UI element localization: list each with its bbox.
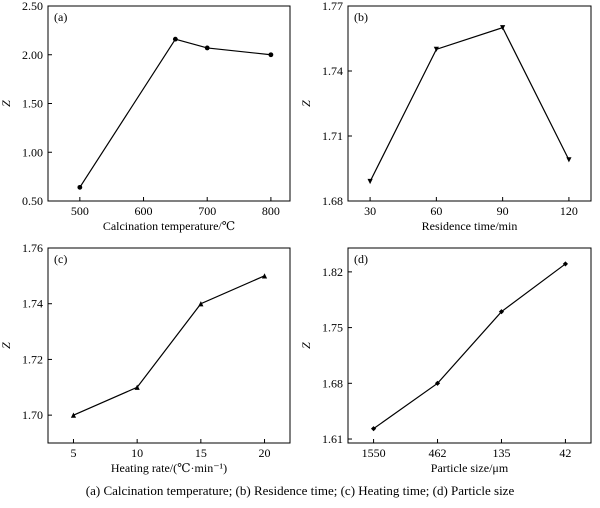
chart-panel-a: 500 600 700 800 0.50 1.00 1.50 2.00 2.50 Calcinat…: [0, 0, 291, 233]
y-tick-label: 1.00: [22, 145, 43, 159]
y-tick-label: 0.50: [22, 194, 43, 208]
y-tick-label: 1.82: [322, 265, 343, 279]
series-line: [369, 26, 570, 182]
y-tick-label: 1.74: [322, 64, 343, 78]
data-point: [70, 412, 77, 418]
data-point: [77, 184, 83, 190]
plot-frame: [47, 247, 291, 444]
panel-label: (b): [354, 10, 368, 24]
y-tick-label: 1.71: [322, 129, 343, 143]
x-tick-label: 500: [71, 204, 89, 218]
x-tick-label: 700: [198, 204, 216, 218]
y-tick-label: 1.68: [322, 376, 343, 390]
x-tick-label: 120: [560, 204, 578, 218]
x-axis-label: Particle size/μm: [431, 461, 509, 475]
series-line: [79, 38, 271, 188]
data-point: [434, 380, 441, 386]
chart-panel-c: 5 10 15 20 1.70 1.72 1.74 1.76 Heating rate/(℃·m…: [0, 241, 291, 475]
plot-frame: [347, 247, 592, 444]
y-tick-label: 2.00: [22, 48, 43, 62]
x-tick-label: 5: [70, 446, 76, 460]
x-tick-label: 1550: [362, 446, 386, 460]
x-tick-label: 15: [195, 446, 207, 460]
data-point: [172, 36, 178, 42]
plot-frame: [347, 5, 592, 202]
series-line: [373, 263, 566, 430]
y-tick-label: 1.72: [22, 352, 43, 366]
x-tick-label: 60: [430, 204, 442, 218]
data-point: [562, 261, 569, 267]
chart-panel-d: 1550 462 135 42 1.61 1.68 1.75 1.82 Particle siz…: [299, 247, 592, 475]
plot-frame: [47, 5, 291, 202]
x-tick-label: 462: [429, 446, 447, 460]
panel-label: (c): [54, 252, 67, 266]
y-axis-label: Z: [299, 342, 313, 349]
data-point: [367, 178, 373, 185]
y-tick-label: 1.75: [322, 321, 343, 335]
y-tick-label: 1.68: [322, 194, 343, 208]
x-tick-label: 30: [364, 204, 376, 218]
y-tick-label: 1.50: [22, 97, 43, 111]
y-tick-label: 1.61: [322, 432, 343, 446]
y-axis-label: Z: [0, 342, 13, 349]
data-point: [261, 273, 268, 279]
chart-panel-b: 30 60 90 120 1.68 1.71 1.74 1.77 Residence time/…: [299, 0, 592, 233]
x-tick-label: 135: [492, 446, 510, 460]
y-axis-label: Z: [299, 100, 313, 107]
y-tick-label: 2.50: [22, 0, 43, 13]
x-axis-label: Heating rate/(℃·min⁻¹): [111, 461, 227, 475]
x-tick-label: 800: [262, 204, 280, 218]
data-point: [498, 309, 505, 315]
data-point: [134, 384, 140, 390]
y-tick-label: 1.70: [22, 408, 43, 422]
figure-caption: (a) Calcination temperature; (b) Residen…: [85, 483, 515, 498]
series-line: [73, 275, 265, 416]
data-point: [433, 46, 439, 52]
panel-label: (a): [54, 10, 67, 24]
data-point: [500, 25, 506, 31]
x-tick-label: 42: [559, 446, 571, 460]
data-point: [204, 45, 210, 51]
x-axis-label: Residence time/min: [422, 219, 518, 233]
y-tick-label: 1.77: [322, 0, 343, 13]
y-tick-label: 1.76: [22, 241, 43, 255]
x-tick-label: 600: [135, 204, 153, 218]
x-tick-label: 20: [259, 446, 271, 460]
y-axis-label: Z: [0, 100, 13, 107]
y-tick-label: 1.74: [22, 297, 43, 311]
figure: 500 600 700 800 0.50 1.00 1.50 2.00 2.50 Calcinat…: [0, 0, 592, 475]
x-tick-label: 10: [131, 446, 143, 460]
x-tick-label: 90: [497, 204, 509, 218]
x-axis-label: Calcination temperature/℃: [103, 219, 235, 233]
data-point: [566, 157, 572, 163]
panel-label: (d): [354, 252, 368, 266]
data-point: [198, 301, 204, 307]
data-point: [268, 52, 274, 58]
data-point: [370, 426, 377, 432]
